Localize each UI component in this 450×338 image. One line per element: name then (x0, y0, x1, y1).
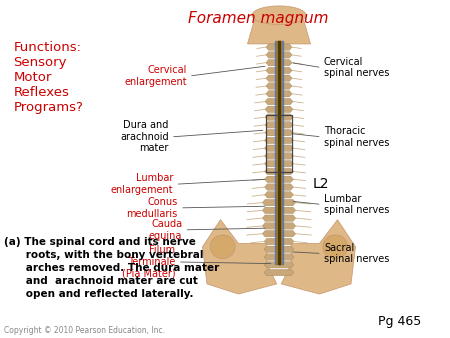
Polygon shape (266, 67, 292, 74)
Polygon shape (265, 122, 293, 128)
Ellipse shape (252, 6, 306, 25)
Text: Dura and
arachnoid
mater: Dura and arachnoid mater (120, 120, 169, 153)
Polygon shape (281, 220, 356, 294)
Polygon shape (262, 231, 296, 237)
Polygon shape (265, 106, 293, 113)
Text: Foramen magnum: Foramen magnum (189, 11, 329, 26)
Polygon shape (265, 129, 293, 136)
Polygon shape (266, 75, 292, 81)
Polygon shape (266, 59, 292, 66)
Text: L2: L2 (313, 177, 329, 191)
Polygon shape (266, 52, 292, 58)
Text: Lumbar
enlargement: Lumbar enlargement (111, 173, 173, 195)
Text: Conus
medullaris: Conus medullaris (126, 197, 178, 219)
Polygon shape (262, 207, 296, 214)
Text: Lumbar
spinal nerves: Lumbar spinal nerves (324, 194, 389, 215)
Text: Thoracic
spinal nerves: Thoracic spinal nerves (324, 126, 389, 148)
Polygon shape (262, 199, 296, 206)
Text: Cauda
equina: Cauda equina (149, 219, 182, 241)
Polygon shape (262, 223, 296, 229)
Polygon shape (264, 254, 294, 260)
Ellipse shape (211, 235, 235, 259)
Polygon shape (266, 44, 292, 50)
Polygon shape (266, 83, 292, 89)
Text: (a) The spinal cord and its nerve
      roots, with the bony vertebral
      arc: (a) The spinal cord and its nerve roots,… (4, 237, 220, 299)
Polygon shape (264, 262, 294, 268)
Polygon shape (265, 153, 293, 159)
Polygon shape (265, 145, 293, 151)
Polygon shape (264, 246, 294, 252)
Polygon shape (265, 98, 293, 105)
Polygon shape (265, 168, 293, 175)
Polygon shape (264, 238, 294, 245)
Polygon shape (264, 269, 294, 276)
Polygon shape (262, 215, 296, 221)
Polygon shape (265, 161, 293, 167)
Polygon shape (266, 91, 292, 97)
Polygon shape (265, 184, 293, 190)
Polygon shape (248, 20, 310, 44)
Bar (266, 115, 292, 172)
Text: Sacral
spinal nerves: Sacral spinal nerves (324, 243, 389, 264)
Polygon shape (265, 176, 293, 183)
Polygon shape (265, 137, 293, 144)
Ellipse shape (323, 235, 347, 259)
Text: Cervical
spinal nerves: Cervical spinal nerves (324, 57, 389, 78)
Text: Pg 465: Pg 465 (378, 315, 421, 328)
Polygon shape (265, 114, 293, 120)
Polygon shape (265, 192, 293, 198)
Text: Functions:
Sensory
Motor
Reflexes
Programs?: Functions: Sensory Motor Reflexes Progra… (14, 41, 83, 114)
Text: Copyright © 2010 Pearson Education, Inc.: Copyright © 2010 Pearson Education, Inc. (4, 325, 166, 335)
Text: Cervical
enlargement: Cervical enlargement (124, 65, 187, 87)
Polygon shape (202, 220, 277, 294)
Text: Filum
Terminale
(Pia Mater): Filum Terminale (Pia Mater) (122, 245, 176, 279)
